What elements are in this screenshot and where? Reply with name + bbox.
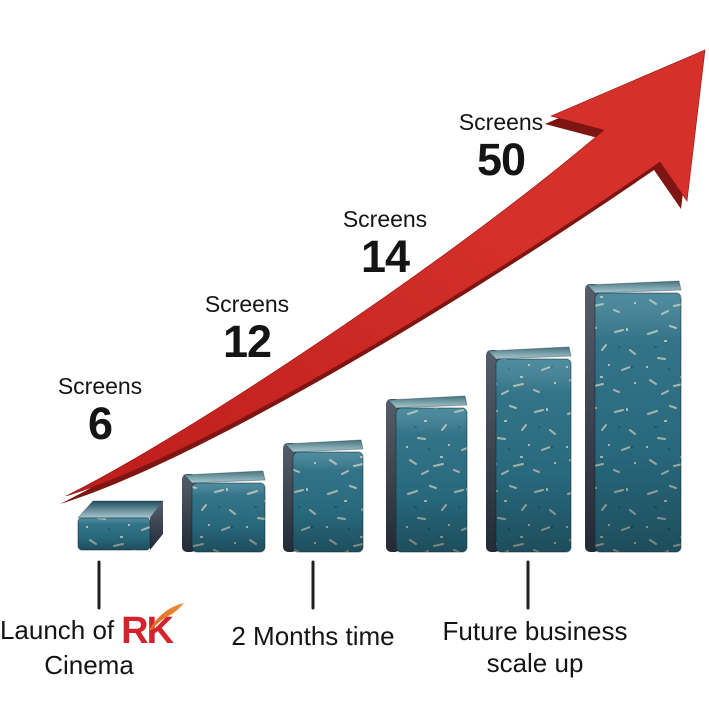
- x-label-launch: Launch of RK Cinema: [0, 603, 185, 682]
- annotation-screens-4: Screens 50: [458, 109, 544, 185]
- x-label-text: scale up: [486, 647, 584, 678]
- annotation-value: 12: [222, 316, 272, 367]
- x-label-2-months: 2 Months time: [231, 621, 394, 653]
- arrow-body: [65, 49, 706, 497]
- rk-cinema-logo: RK: [121, 603, 185, 650]
- annotation-label: Screens: [57, 373, 143, 399]
- annotation-screens-2: Screens 12: [204, 291, 290, 367]
- bar-block: [283, 439, 364, 553]
- annotation-screens-1: Screens 6: [57, 373, 143, 449]
- bar-series: [77, 280, 682, 553]
- bar-block: [486, 346, 572, 553]
- annotation-value: 14: [360, 231, 410, 282]
- axis-ticks: [97, 560, 530, 610]
- x-label-text: Launch of: [0, 615, 115, 646]
- x-label-text: Cinema: [44, 650, 134, 680]
- bar-block: [182, 470, 266, 553]
- x-label-text: Future business: [442, 616, 628, 646]
- x-label-future: Future business scale up: [443, 616, 628, 679]
- annotation-label: Screens: [342, 206, 428, 232]
- x-label-text: 2 Months time: [231, 621, 395, 651]
- growth-arrow: [60, 49, 706, 504]
- annotation-value: 50: [476, 134, 526, 185]
- film-swoosh-icon: [149, 603, 185, 630]
- bar-block: [77, 500, 164, 551]
- annotation-label: Screens: [204, 291, 290, 317]
- bar-block: [585, 280, 682, 553]
- annotation-value: 6: [87, 398, 113, 449]
- annotation-screens-3: Screens 14: [342, 206, 428, 282]
- annotation-label: Screens: [458, 109, 544, 135]
- bar-block: [386, 395, 468, 553]
